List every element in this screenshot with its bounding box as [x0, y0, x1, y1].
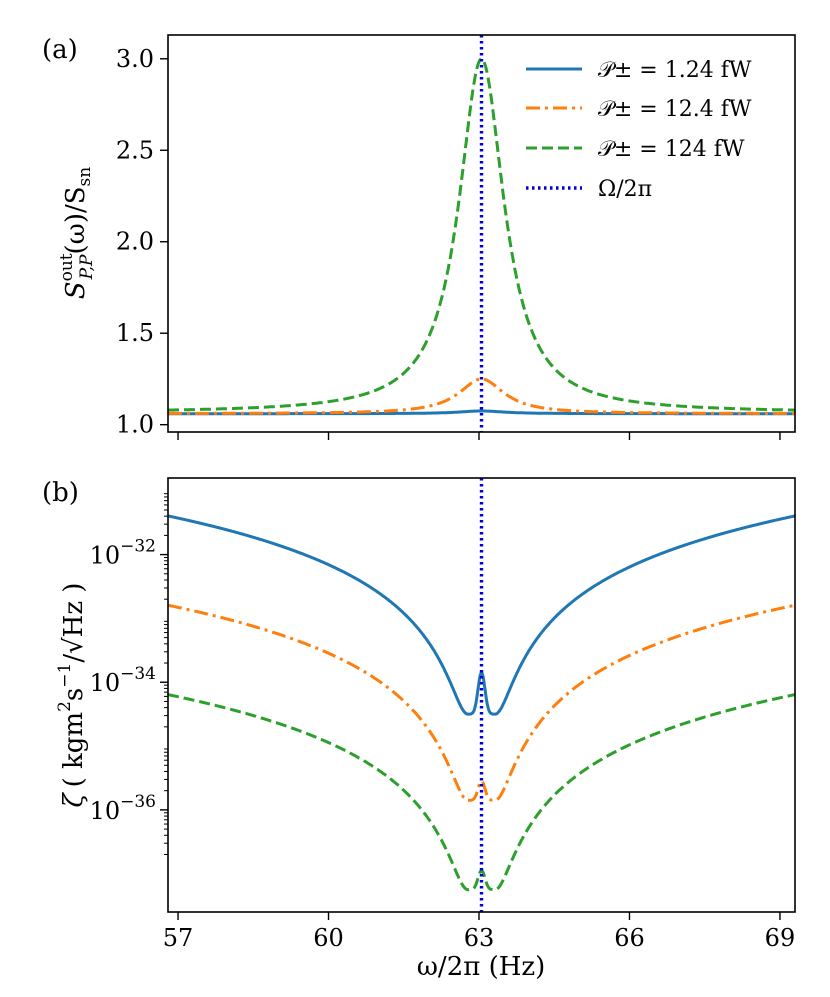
panel-b-xlabel: ω/2π (Hz)	[417, 952, 546, 982]
panel-b-xtick-label: 66	[614, 924, 645, 952]
legend: 𝒫± = 1.24 fW 𝒫± = 12.4 fW 𝒫± = 124 fW Ω/…	[526, 58, 752, 202]
panel-a-ytick-label: 2.0	[116, 228, 154, 256]
legend-label-3: 𝒫± = 124 fW	[598, 137, 745, 162]
panel-a-ticks: 1.0 1.5 2.0 2.5 3.0	[116, 45, 781, 440]
panel-b-ticks: 10−32 10−34 10−36 57 60 63 66 69	[90, 493, 796, 952]
panel-a-series	[168, 35, 795, 432]
panel-b-ytick-label: 10−32	[90, 537, 156, 570]
panel-b-series-line-2	[167, 603, 796, 802]
panel-b-ytick-label: 10−36	[90, 792, 156, 825]
panel-a-series-line-3	[168, 57, 795, 412]
legend-label-2: 𝒫± = 12.4 fW	[598, 97, 752, 122]
panel-b-series-line-1	[167, 514, 796, 716]
panel-a-frame	[167, 34, 796, 433]
panel-b-xtick-label: 69	[765, 924, 796, 952]
panel-a-series-line-1	[168, 409, 795, 416]
panel-a-ylabel: SoutP,P(ω)/Ssn	[57, 167, 97, 299]
legend-label-1: 𝒫± = 1.24 fW	[598, 58, 752, 83]
panel-b-xtick-label: 60	[313, 924, 344, 952]
panel-a-ytick-label: 2.5	[116, 136, 154, 164]
panel-b: 10−32 10−34 10−36 57 60 63 66 69 (b) ζ( kgm2s−1…	[42, 477, 796, 982]
panel-a-label: (a)	[42, 35, 78, 65]
panel-b-xtick-label: 63	[464, 924, 495, 952]
panel-b-xtick-label: 57	[163, 924, 194, 952]
panel-b-series	[167, 478, 796, 912]
panel-a-ytick-label: 1.0	[116, 411, 154, 439]
panel-a-ytick-label: 1.5	[116, 319, 154, 347]
panel-b-frame	[167, 477, 796, 913]
panel-b-ytick-label: 10−34	[90, 664, 156, 697]
panel-a: 1.0 1.5 2.0 2.5 3.0 (a) SoutP,P(ω)/Ssn 𝒫± = …	[42, 34, 796, 440]
panel-b-label: (b)	[42, 478, 79, 508]
panel-b-ylabel: ζ( kgm2s−1/√Hz )	[55, 583, 89, 808]
legend-label-4: Ω/2π	[598, 177, 652, 202]
panel-a-ytick-label: 3.0	[116, 45, 154, 73]
